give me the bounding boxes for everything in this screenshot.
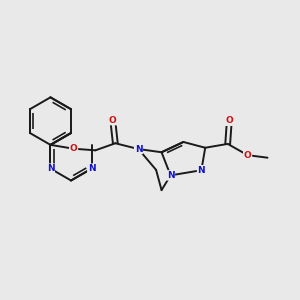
Text: O: O [70, 144, 77, 153]
Text: N: N [47, 164, 54, 173]
Text: N: N [167, 171, 174, 180]
Text: N: N [88, 164, 95, 173]
Text: N: N [135, 145, 142, 154]
Text: O: O [109, 116, 117, 124]
Text: O: O [244, 151, 251, 160]
Text: O: O [225, 116, 233, 125]
Text: N: N [198, 166, 205, 175]
